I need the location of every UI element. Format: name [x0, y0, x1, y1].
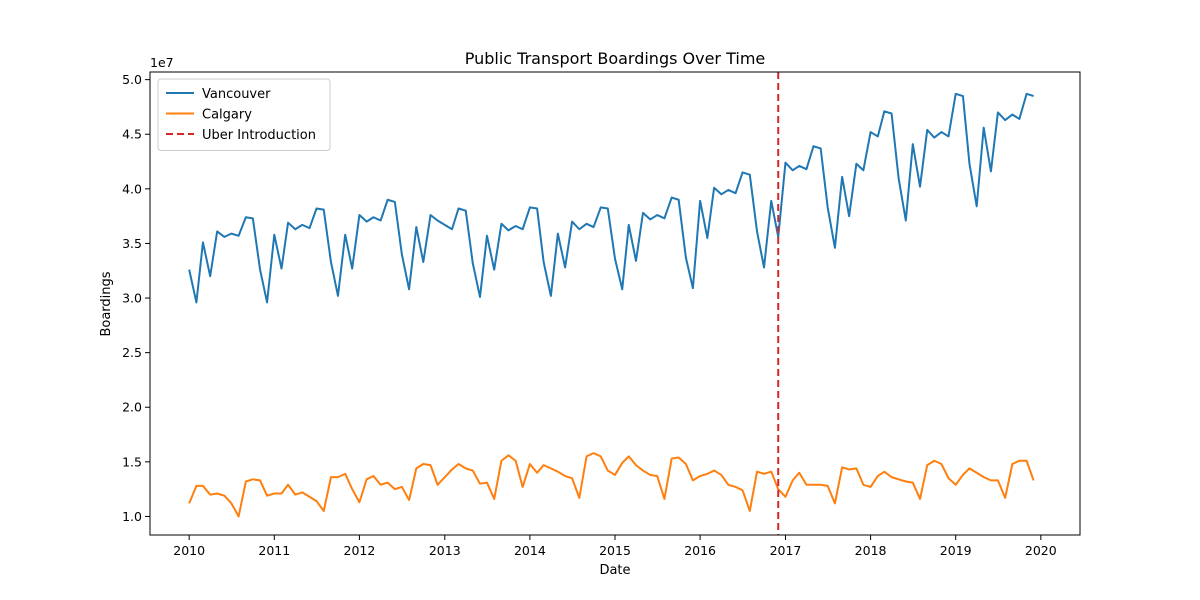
- y-tick-label: 2.0: [122, 400, 142, 415]
- series-line-vancouver: [188, 92, 1034, 304]
- legend-box: [157, 78, 331, 151]
- plot-area: [188, 72, 1035, 535]
- y-axis-offset-label: 1e7: [150, 55, 174, 70]
- y-tick-label: 2.5: [122, 345, 142, 360]
- legend-label-2: Uber Introduction: [202, 128, 316, 143]
- legend-label-1: Calgary: [202, 108, 252, 123]
- y-tick-label: 4.5: [122, 127, 142, 142]
- x-tick-label: 2017: [770, 543, 802, 558]
- x-tick-label: 2016: [684, 543, 716, 558]
- x-tick-label: 2012: [344, 543, 376, 558]
- y-tick-label: 3.0: [122, 291, 142, 306]
- chart-title: Public Transport Boardings Over Time: [465, 49, 766, 68]
- x-tick-label: 2011: [258, 543, 290, 558]
- x-tick-label: 2013: [429, 543, 461, 558]
- x-axis-label: Date: [599, 563, 630, 578]
- y-tick-label: 5.0: [122, 72, 142, 87]
- y-tick-label: 1.5: [122, 454, 142, 469]
- y-axis-label: Boardings: [99, 271, 114, 336]
- y-tick-label: 3.5: [122, 236, 142, 251]
- y-tick-label: 1.0: [122, 509, 142, 524]
- x-tick-label: 2015: [599, 543, 631, 558]
- x-tick-label: 2014: [514, 543, 546, 558]
- x-tick-label: 2018: [855, 543, 887, 558]
- axes: 2010 2011 2012 2013 2014 2015 2016 2017 2018 2019…: [122, 71, 1081, 558]
- y-tick-label: 4.0: [122, 181, 142, 196]
- x-tick-label: 2010: [173, 543, 205, 558]
- x-tick-label: 2019: [940, 543, 972, 558]
- series-line-calgary: [188, 452, 1035, 518]
- legend: Vancouver Calgary Uber Introduction: [157, 78, 331, 151]
- legend-label-0: Vancouver: [202, 87, 271, 102]
- x-tick-label: 2020: [1025, 543, 1057, 558]
